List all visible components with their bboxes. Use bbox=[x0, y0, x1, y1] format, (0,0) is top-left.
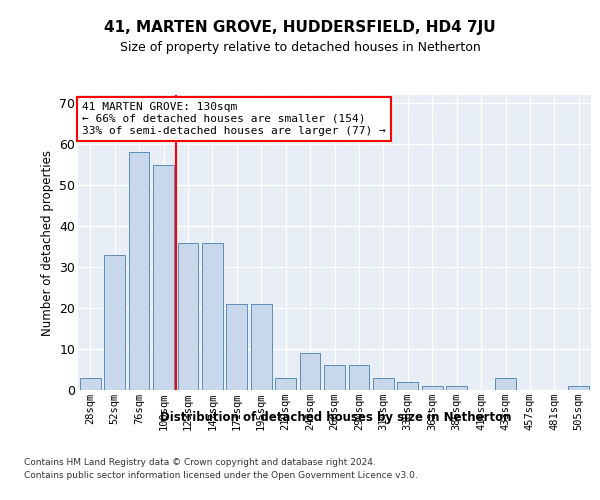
Bar bbox=[80, 378, 101, 390]
Text: Distribution of detached houses by size in Netherton: Distribution of detached houses by size … bbox=[160, 411, 512, 424]
Bar bbox=[324, 366, 345, 390]
Bar bbox=[446, 386, 467, 390]
Text: 41 MARTEN GROVE: 130sqm
← 66% of detached houses are smaller (154)
33% of semi-d: 41 MARTEN GROVE: 130sqm ← 66% of detache… bbox=[82, 102, 386, 136]
Bar bbox=[495, 378, 516, 390]
Bar bbox=[397, 382, 418, 390]
Bar bbox=[349, 366, 370, 390]
Bar bbox=[178, 242, 199, 390]
Bar bbox=[251, 304, 272, 390]
Bar bbox=[373, 378, 394, 390]
Bar bbox=[275, 378, 296, 390]
Text: 41, MARTEN GROVE, HUDDERSFIELD, HD4 7JU: 41, MARTEN GROVE, HUDDERSFIELD, HD4 7JU bbox=[104, 20, 496, 35]
Text: Size of property relative to detached houses in Netherton: Size of property relative to detached ho… bbox=[119, 41, 481, 54]
Bar bbox=[226, 304, 247, 390]
Bar bbox=[422, 386, 443, 390]
Bar bbox=[153, 164, 174, 390]
Bar bbox=[202, 242, 223, 390]
Bar bbox=[299, 353, 320, 390]
Text: Contains HM Land Registry data © Crown copyright and database right 2024.: Contains HM Land Registry data © Crown c… bbox=[24, 458, 376, 467]
Bar bbox=[128, 152, 149, 390]
Bar bbox=[104, 255, 125, 390]
Bar bbox=[568, 386, 589, 390]
Y-axis label: Number of detached properties: Number of detached properties bbox=[41, 150, 53, 336]
Text: Contains public sector information licensed under the Open Government Licence v3: Contains public sector information licen… bbox=[24, 472, 418, 480]
